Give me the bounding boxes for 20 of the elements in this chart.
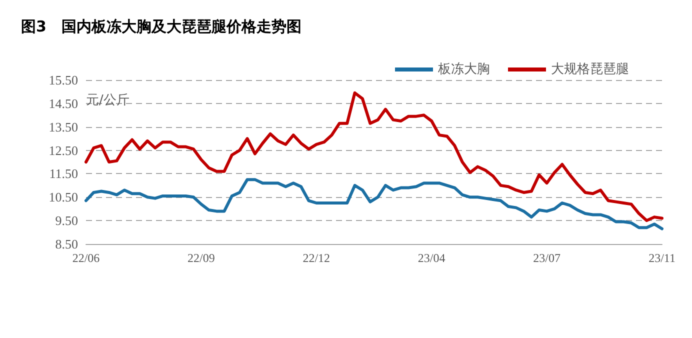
y-axis-title: 元/公斤 bbox=[86, 93, 130, 108]
y-tick-label: 13.50 bbox=[48, 119, 78, 134]
y-tick-label: 14.50 bbox=[48, 96, 78, 111]
chart-title: 图3 国内板冻大胸及大琵琶腿价格走势图 bbox=[21, 18, 302, 36]
line-series bbox=[84, 91, 664, 222]
legend-label: 大规格琵琶腿 bbox=[551, 62, 629, 77]
x-tick-label: 22/06 bbox=[72, 251, 100, 265]
legend-label: 板冻大胸 bbox=[437, 62, 490, 77]
y-tick-label: 10.50 bbox=[48, 190, 78, 205]
x-tick-label: 22/09 bbox=[188, 251, 215, 265]
y-tick-label: 8.50 bbox=[55, 236, 78, 252]
y-tick-label: 15.50 bbox=[48, 72, 78, 88]
x-tick-label: 23/11 bbox=[648, 251, 676, 265]
y-tick-label: 9.50 bbox=[55, 213, 78, 228]
y-tick-label: 11.50 bbox=[49, 166, 78, 182]
x-tick-label: 23/07 bbox=[533, 251, 560, 265]
y-tick-label: 12.50 bbox=[48, 142, 78, 158]
line-series bbox=[84, 178, 664, 230]
x-tick-label: 22/12 bbox=[302, 251, 330, 265]
x-tick-label: 23/04 bbox=[418, 251, 446, 265]
